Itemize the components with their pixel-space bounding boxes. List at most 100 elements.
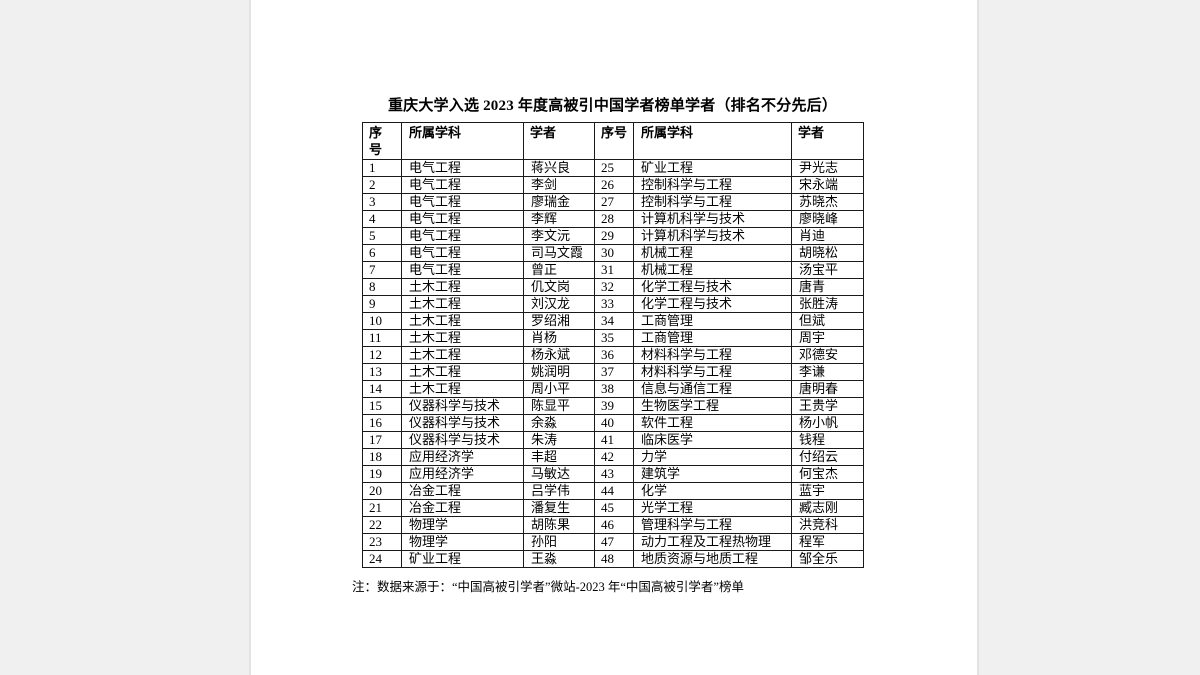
row-number-cell: 21	[362, 499, 402, 517]
row-number-cell: 45	[594, 499, 634, 517]
row-number-cell: 35	[594, 329, 634, 347]
scholar-cell: 陈显平	[523, 397, 595, 415]
discipline-cell: 物理学	[401, 516, 524, 534]
discipline-cell: 计算机科学与技术	[633, 227, 792, 245]
row-number-cell: 40	[594, 414, 634, 432]
discipline-cell: 化学工程与技术	[633, 295, 792, 313]
column-header: 所属学科	[401, 122, 524, 160]
table-row: 6 电气工程 司马文霞 30 机械工程 胡晓松	[362, 244, 864, 262]
discipline-cell: 管理科学与工程	[633, 516, 792, 534]
row-number-cell: 20	[362, 482, 402, 500]
row-number-cell: 37	[594, 363, 634, 381]
discipline-cell: 冶金工程	[401, 499, 524, 517]
scholar-cell: 汤宝平	[791, 261, 864, 279]
row-number-cell: 38	[594, 380, 634, 398]
table-row: 18 应用经济学 丰超 42 力学 付绍云	[362, 448, 864, 466]
table-row: 20 冶金工程 吕学伟 44 化学 蓝宇	[362, 482, 864, 500]
table-row: 9 土木工程 刘汉龙 33 化学工程与技术 张胜涛	[362, 295, 864, 313]
scholar-cell: 孙阳	[523, 533, 595, 551]
page-title: 重庆大学入选 2023 年度高被引中国学者榜单学者（排名不分先后）	[387, 98, 838, 114]
discipline-cell: 电气工程	[401, 244, 524, 262]
scholar-cell: 尹光志	[791, 159, 864, 177]
discipline-cell: 控制科学与工程	[633, 193, 792, 211]
row-number-cell: 36	[594, 346, 634, 364]
scholar-cell: 洪竞科	[791, 516, 864, 534]
discipline-cell: 电气工程	[401, 227, 524, 245]
row-number-cell: 12	[362, 346, 402, 364]
discipline-cell: 临床医学	[633, 431, 792, 449]
scholar-cell: 唐青	[791, 278, 864, 296]
row-number-cell: 43	[594, 465, 634, 483]
scholar-cell: 邹全乐	[791, 550, 864, 568]
discipline-cell: 生物医学工程	[633, 397, 792, 415]
discipline-cell: 仪器科学与技术	[401, 414, 524, 432]
table-row: 17 仪器科学与技术 朱涛 41 临床医学 钱程	[362, 431, 864, 449]
table-row: 5 电气工程 李文沅 29 计算机科学与技术 肖迪	[362, 227, 864, 245]
scholars-table: 序号 所属学科 学者 序号 所属学科 学者 1 电气工程 蒋兴良 25 矿业工程 尹光志 2 电气工程李…	[362, 122, 864, 568]
column-header: 所属学科	[633, 122, 792, 160]
scholar-cell: 程军	[791, 533, 864, 551]
scholar-cell: 潘复生	[523, 499, 595, 517]
table-row: 7 电气工程 曾正 31 机械工程 汤宝平	[362, 261, 864, 279]
row-number-cell: 23	[362, 533, 402, 551]
discipline-cell: 土木工程	[401, 295, 524, 313]
row-number-cell: 5	[362, 227, 402, 245]
scholar-cell: 王贵学	[791, 397, 864, 415]
table-row: 10 土木工程 罗绍湘 34 工商管理 但斌	[362, 312, 864, 330]
table-row: 16 仪器科学与技术 余淼 40 软件工程 杨小帆	[362, 414, 864, 432]
row-number-cell: 16	[362, 414, 402, 432]
scholar-cell: 马敏达	[523, 465, 595, 483]
scholar-cell: 杨小帆	[791, 414, 864, 432]
row-number-cell: 7	[362, 261, 402, 279]
row-number-cell: 34	[594, 312, 634, 330]
scholar-cell: 胡晓松	[791, 244, 864, 262]
discipline-cell: 电气工程	[401, 193, 524, 211]
discipline-cell: 建筑学	[633, 465, 792, 483]
row-number-cell: 15	[362, 397, 402, 415]
row-number-cell: 17	[362, 431, 402, 449]
discipline-cell: 仪器科学与技术	[401, 431, 524, 449]
row-number-cell: 19	[362, 465, 402, 483]
row-number-cell: 33	[594, 295, 634, 313]
discipline-cell: 信息与通信工程	[633, 380, 792, 398]
row-number-cell: 24	[362, 550, 402, 568]
scholar-cell: 钱程	[791, 431, 864, 449]
discipline-cell: 工商管理	[633, 312, 792, 330]
scholar-cell: 廖晓峰	[791, 210, 864, 228]
row-number-cell: 31	[594, 261, 634, 279]
table-row: 19 应用经济学 马敏达 43 建筑学 何宝杰	[362, 465, 864, 483]
table-row: 15 仪器科学与技术 陈显平 39 生物医学工程 王贵学	[362, 397, 864, 415]
discipline-cell: 仪器科学与技术	[401, 397, 524, 415]
row-number-cell: 8	[362, 278, 402, 296]
row-number-cell: 32	[594, 278, 634, 296]
document-page: 重庆大学入选 2023 年度高被引中国学者榜单学者（排名不分先后） 序号 所属学科…	[249, 0, 979, 675]
discipline-cell: 矿业工程	[633, 159, 792, 177]
discipline-cell: 光学工程	[633, 499, 792, 517]
scholar-cell: 杨永斌	[523, 346, 595, 364]
discipline-cell: 土木工程	[401, 329, 524, 347]
table-row: 23 物理学 孙阳 47 动力工程及工程热物理 程军	[362, 533, 864, 551]
table-row: 11 土木工程 肖杨 35 工商管理 周宇	[362, 329, 864, 347]
discipline-cell: 软件工程	[633, 414, 792, 432]
column-header: 序号	[594, 122, 634, 160]
row-number-cell: 26	[594, 176, 634, 194]
scholar-cell: 肖迪	[791, 227, 864, 245]
row-number-cell: 30	[594, 244, 634, 262]
row-number-cell: 44	[594, 482, 634, 500]
table-row: 1 电气工程 蒋兴良 25 矿业工程 尹光志	[362, 159, 864, 177]
scholar-cell: 张胜涛	[791, 295, 864, 313]
table-row: 4 电气工程 李辉 28 计算机科学与技术 廖晓峰	[362, 210, 864, 228]
table-header-row: 序号 所属学科 学者 序号 所属学科 学者	[362, 122, 864, 160]
source-note: 注：数据来源于：“中国高被引学者”微站-2023 年“中国高被引学者”榜单	[352, 580, 744, 594]
scholar-cell: 廖瑞金	[523, 193, 595, 211]
scholar-cell: 宋永端	[791, 176, 864, 194]
table-row: 13 土木工程 姚润明 37 材料科学与工程 李谦	[362, 363, 864, 381]
table-row: 8 土木工程 仉文岗 32 化学工程与技术 唐青	[362, 278, 864, 296]
scholar-cell: 但斌	[791, 312, 864, 330]
discipline-cell: 应用经济学	[401, 448, 524, 466]
table-row: 14 土木工程 周小平 38 信息与通信工程 唐明春	[362, 380, 864, 398]
scholar-cell: 姚润明	[523, 363, 595, 381]
row-number-cell: 10	[362, 312, 402, 330]
row-number-cell: 6	[362, 244, 402, 262]
